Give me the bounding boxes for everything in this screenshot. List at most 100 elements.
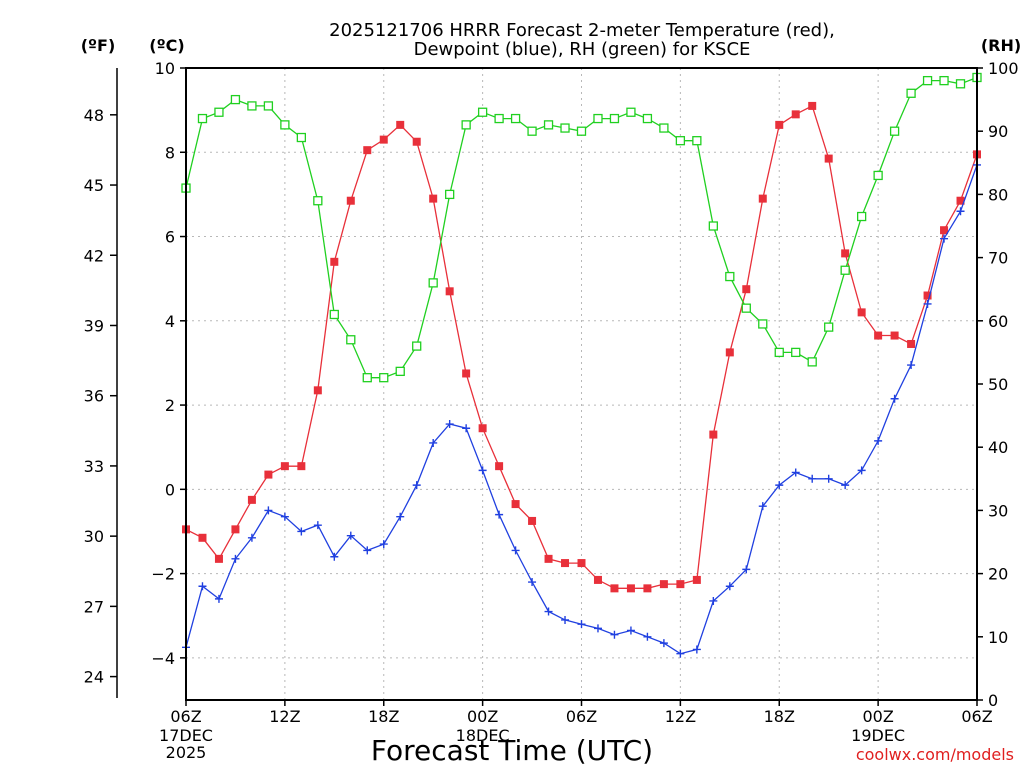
dewpoint-point — [544, 607, 553, 616]
fahrenheit-tick-label: 39 — [84, 316, 104, 335]
temperature-point — [890, 331, 899, 340]
fahrenheit-tick-label: 36 — [84, 387, 104, 406]
rh-point — [247, 101, 257, 111]
rh-point — [461, 120, 471, 130]
temperature-point — [676, 580, 685, 589]
rh-point — [412, 341, 422, 351]
dewpoint-point — [462, 424, 471, 433]
temperature-point — [264, 470, 273, 479]
rh-point — [510, 113, 521, 124]
rh-point — [791, 347, 801, 358]
fahrenheit-tick-label: 42 — [84, 246, 104, 265]
dewpoint-point — [725, 582, 734, 591]
x-tick-label: 18Z — [764, 707, 795, 726]
temperature-point — [791, 110, 800, 119]
rh-point — [477, 107, 488, 117]
temperature-point — [940, 226, 949, 235]
dewpoint-point — [379, 540, 388, 549]
rh-point — [741, 303, 751, 313]
temperature-point — [775, 120, 784, 129]
temperature-point — [396, 120, 405, 129]
temperature-point — [692, 575, 701, 584]
temperature-point — [857, 308, 866, 317]
fahrenheit-tick-label: 48 — [84, 106, 104, 125]
dewpoint-point — [429, 438, 438, 447]
temperature-point — [429, 194, 438, 203]
x-tick-label: 06Z — [961, 707, 992, 726]
dewpoint-point — [907, 361, 916, 370]
rh-point — [906, 88, 916, 98]
celsius-tick-label: 6 — [165, 228, 175, 247]
rh-point — [609, 113, 620, 124]
celsius-tick-label: −4 — [151, 649, 175, 668]
temperature-point — [610, 584, 619, 593]
plot-frame — [185, 67, 978, 701]
x-tick-label: 00Z — [862, 707, 893, 726]
dewpoint-point — [643, 632, 652, 641]
dewpoint-point — [791, 468, 800, 477]
temperature-point — [824, 154, 833, 163]
dewpoint-point — [626, 626, 635, 635]
fahrenheit-tick-label: 30 — [84, 527, 104, 546]
dewpoint-point — [445, 420, 454, 429]
rh-point — [807, 357, 817, 367]
date-label: 17DEC — [159, 726, 213, 745]
rh-point — [642, 113, 653, 124]
rh-point — [955, 79, 966, 89]
dewpoint-point — [297, 527, 306, 536]
temperature-point — [198, 533, 207, 542]
rh-tick-label: 60 — [988, 312, 1008, 331]
temperature-point — [346, 196, 355, 205]
rh-tick-label: 0 — [988, 691, 998, 710]
dewpoint-point — [412, 481, 421, 490]
rh-point — [873, 170, 883, 181]
temperature-point — [313, 386, 322, 395]
temperature-point — [330, 257, 339, 266]
temperature-point — [280, 462, 289, 471]
temperature-point — [643, 584, 652, 593]
dewpoint-point — [956, 207, 965, 216]
grid-layer — [186, 68, 977, 700]
rh-tick-label: 10 — [988, 628, 1008, 647]
dewpoint-point — [346, 531, 355, 540]
rh-point — [560, 123, 570, 133]
temperature-point — [841, 249, 850, 258]
temperature-point — [593, 575, 602, 584]
x-tick-label: 06Z — [170, 707, 201, 726]
dewpoint-point — [247, 533, 256, 542]
rh-point — [543, 120, 554, 130]
temperature-point — [363, 146, 372, 155]
date-label: 2025 — [166, 743, 207, 762]
rh-point — [362, 373, 372, 383]
rh-point — [379, 373, 389, 383]
dewpoint-point — [742, 565, 751, 574]
celsius-tick-label: 0 — [165, 480, 175, 499]
temperature-point — [561, 559, 570, 568]
dewpoint-point — [923, 299, 932, 308]
dewpoint-point — [363, 546, 372, 555]
rh-point — [313, 196, 323, 206]
temperature-point — [445, 287, 454, 296]
credit-text: coolwx.com/models — [856, 745, 1014, 764]
rh-tick-label: 40 — [988, 438, 1008, 457]
temperature-point — [874, 331, 883, 340]
chart-title-line2: Dewpoint (blue), RH (green) for KSCE — [414, 39, 751, 60]
celsius-tick-label: 4 — [165, 312, 175, 331]
rh-tick-label: 50 — [988, 375, 1008, 394]
celsius-tick-label: 10 — [155, 59, 175, 78]
dewpoint-point — [857, 466, 866, 475]
rh-point — [774, 347, 784, 358]
chart-title-line1: 2025121706 HRRR Forecast 2-meter Tempera… — [329, 20, 835, 41]
x-tick-label: 00Z — [467, 707, 498, 726]
dewpoint-point — [676, 649, 685, 658]
rh-point — [889, 126, 900, 136]
temperature-point — [709, 430, 718, 439]
temperature-point — [511, 500, 520, 509]
rh-point — [230, 94, 241, 105]
temperature-point — [231, 525, 240, 534]
rh-point — [675, 136, 686, 146]
temperature-point — [528, 516, 537, 525]
date-label: 18DEC — [456, 726, 510, 745]
rh-point — [395, 366, 405, 377]
